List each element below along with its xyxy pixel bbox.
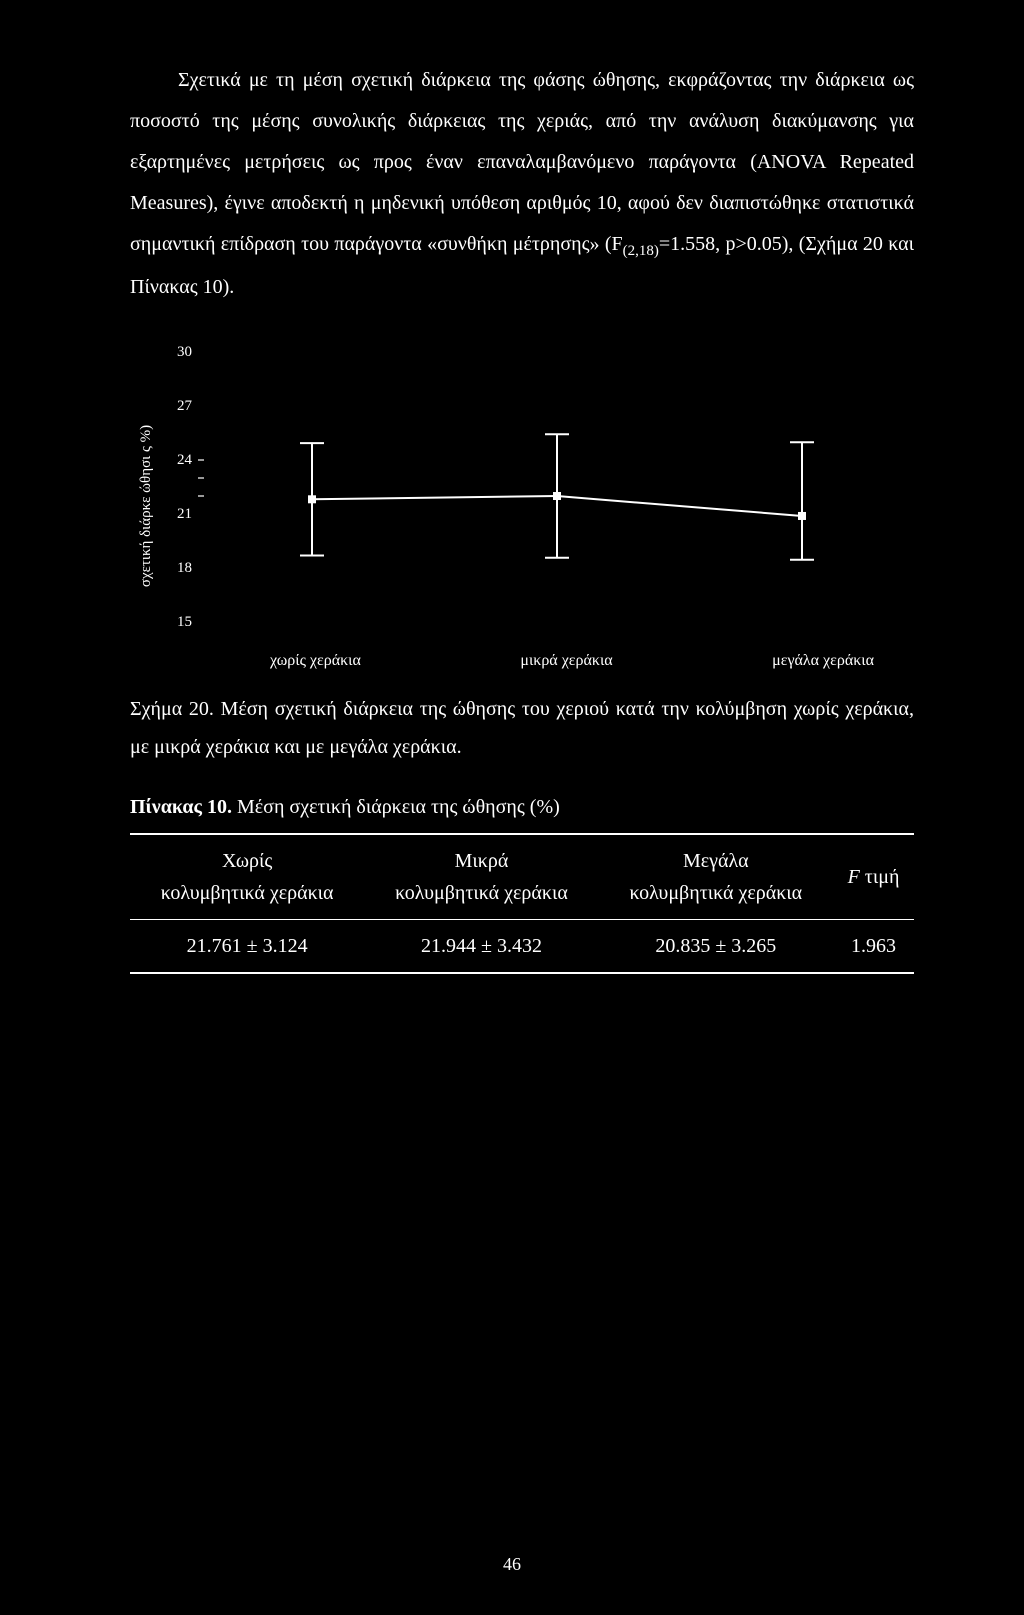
paragraph-1-subscript: (2,18) [623, 243, 659, 259]
col2-line1: Μικρά [455, 850, 509, 872]
chart-container: σχετική διάρκε ώθησι ς %) 30 27 24 21 18… [130, 336, 914, 670]
paragraph-1: Σχετικά με τη μέση σχετική διάρκεια της … [130, 60, 914, 308]
x-label-small-paddles: μικρά χεράκια [520, 652, 612, 670]
ytick-15: 15 [177, 614, 192, 630]
col-small-paddles: Μικρά κολυμβητικά χεράκια [364, 834, 598, 920]
ytick-27: 27 [177, 398, 193, 414]
y-tick-marks [198, 460, 204, 496]
cell-small-paddles: 21.944 ± 3.432 [364, 919, 598, 973]
col-large-paddles: Μεγάλα κολυμβητικά χεράκια [599, 834, 833, 920]
col-f-value: F τιμή [833, 834, 914, 920]
table-header-row: Χωρίς κολυμβητικά χεράκια Μικρά κολυμβητ… [130, 834, 914, 920]
col3-line1: Μεγάλα [683, 850, 749, 872]
col1-line1: Χωρίς [222, 850, 272, 872]
col2-line2: κολυμβητικά χεράκια [395, 882, 568, 904]
table-title-rest: Μέση σχετική διάρκεια της ώθησης (%) [232, 796, 560, 818]
table-title: Πίνακας 10. Μέση σχετική διάρκεια της ώθ… [130, 796, 914, 819]
ytick-18: 18 [177, 560, 192, 576]
x-axis-labels: χωρίς χεράκια μικρά χεράκια μεγάλα χεράκ… [130, 652, 914, 670]
col3-line2: κολυμβητικά χεράκια [629, 882, 802, 904]
col-no-paddles: Χωρίς κολυμβητικά χεράκια [130, 834, 364, 920]
ytick-30: 30 [177, 344, 192, 360]
table-title-bold: Πίνακας 10. [130, 796, 232, 818]
figure-caption: Σχήμα 20. Μέση σχετική διάρκεια της ώθησ… [130, 690, 914, 766]
ytick-24: 24 [177, 452, 193, 468]
y-axis-label: σχετική διάρκε ώθησι ς %) [138, 425, 154, 587]
paragraph-1-text-a: Σχετικά με τη μέση σχετική διάρκεια της … [130, 69, 914, 255]
x-label-large-paddles: μεγάλα χεράκια [772, 652, 874, 670]
x-label-no-paddles: χωρίς χεράκια [270, 652, 361, 670]
cell-no-paddles: 21.761 ± 3.124 [130, 919, 364, 973]
cell-large-paddles: 20.835 ± 3.265 [599, 919, 833, 973]
page-number: 46 [0, 1554, 1024, 1575]
cell-f-value: 1.963 [833, 919, 914, 973]
page: Σχετικά με τη μέση σχετική διάρκεια της … [0, 0, 1024, 1615]
results-table: Χωρίς κολυμβητικά χεράκια Μικρά κολυμβητ… [130, 833, 914, 974]
table-row: 21.761 ± 3.124 21.944 ± 3.432 20.835 ± 3… [130, 919, 914, 973]
ytick-21: 21 [177, 506, 192, 522]
col1-line2: κολυμβητικά χεράκια [161, 882, 334, 904]
errorbar-chart: σχετική διάρκε ώθησι ς %) 30 27 24 21 18… [130, 336, 914, 646]
y-ticks: 30 27 24 21 18 15 [177, 344, 193, 630]
